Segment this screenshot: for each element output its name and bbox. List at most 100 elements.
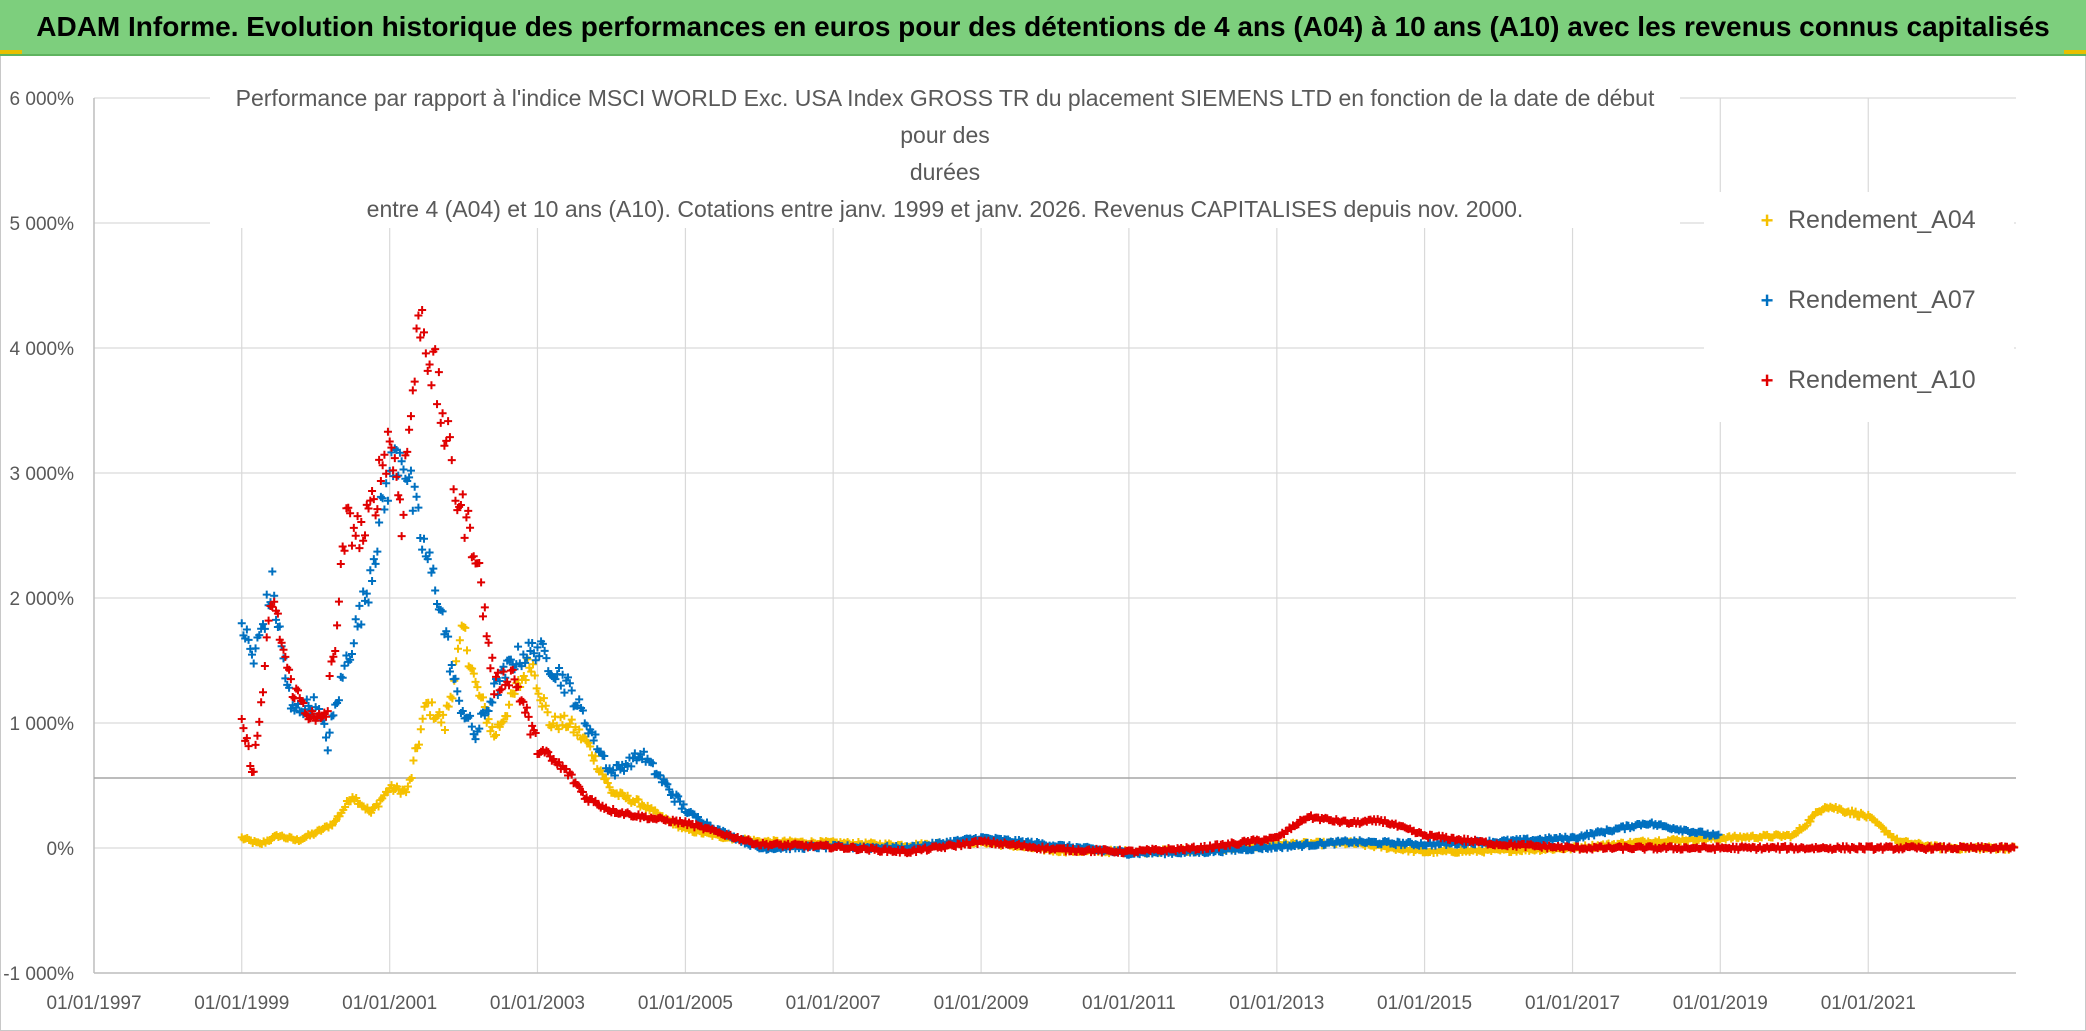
data-point [331, 816, 340, 825]
data-point [347, 541, 356, 550]
data-point [402, 788, 411, 797]
data-point [453, 644, 462, 653]
data-point [408, 506, 417, 515]
data-point [371, 511, 380, 520]
legend-item-a04: + Rendement_A04 [1756, 206, 1976, 235]
data-point [255, 631, 264, 640]
data-point [406, 412, 415, 421]
data-point [334, 597, 343, 606]
data-point [397, 532, 406, 541]
data-point [444, 417, 453, 426]
data-point [347, 649, 356, 658]
data-point [482, 632, 491, 641]
banner-accent-right [2064, 50, 2086, 54]
data-point [285, 665, 294, 674]
data-point [380, 450, 389, 459]
data-point [378, 461, 387, 470]
data-point [510, 675, 519, 684]
chart-title-line-3: entre 4 (A04) et 10 ans (A10). Cotations… [366, 196, 1524, 222]
data-point [586, 742, 595, 751]
data-point [564, 673, 573, 682]
data-point [447, 456, 456, 465]
data-point [244, 742, 253, 751]
legend-item-a07: + Rendement_A07 [1756, 286, 1976, 315]
data-point [299, 699, 308, 708]
data-point [530, 671, 539, 680]
x-tick-label: 01/01/2009 [934, 993, 1029, 1014]
data-point [255, 717, 264, 726]
data-point [385, 437, 394, 446]
data-point [322, 733, 331, 742]
data-point [323, 746, 332, 755]
data-point [244, 635, 253, 644]
data-point [554, 725, 563, 734]
series-rendement-a10 [237, 305, 2019, 858]
data-point [484, 715, 493, 724]
data-point [403, 782, 412, 791]
data-point [591, 730, 600, 739]
data-point [414, 740, 423, 749]
y-tick-label: 5 000% [10, 214, 75, 235]
data-point [405, 473, 414, 482]
y-tick-label: 3 000% [10, 464, 75, 485]
data-point [451, 496, 460, 505]
data-point [493, 668, 502, 677]
data-point [366, 566, 375, 575]
data-point [488, 653, 497, 662]
data-point [529, 660, 538, 669]
data-point [567, 770, 576, 779]
data-point [327, 657, 336, 666]
data-point [620, 766, 629, 775]
data-point [475, 724, 484, 733]
data-point [338, 542, 347, 551]
data-point [364, 504, 373, 513]
data-point [364, 598, 373, 607]
data-point [623, 791, 632, 800]
data-point [311, 716, 320, 725]
data-point [565, 679, 574, 688]
data-point [251, 740, 260, 749]
data-point [539, 694, 548, 703]
data-point [573, 731, 582, 740]
data-point [1806, 817, 1815, 826]
data-point [416, 725, 425, 734]
data-point [477, 578, 486, 587]
data-point [288, 692, 297, 701]
data-point [359, 536, 368, 545]
data-point [395, 495, 404, 504]
data-point [558, 670, 567, 679]
data-point [259, 688, 268, 697]
data-point [259, 620, 268, 629]
data-point [453, 687, 462, 696]
data-point [480, 603, 489, 612]
x-tick-label: 01/01/2001 [342, 993, 437, 1014]
data-point [419, 534, 428, 543]
data-point [567, 715, 576, 724]
data-point [449, 485, 458, 494]
data-point [367, 808, 376, 817]
data-point [438, 409, 447, 418]
data-point [478, 693, 487, 702]
data-point [369, 555, 378, 564]
data-point [541, 701, 550, 710]
data-point [277, 638, 286, 647]
data-point [285, 683, 294, 692]
data-point [260, 661, 269, 670]
x-tick-label: 01/01/2021 [1821, 993, 1916, 1014]
data-point [466, 711, 475, 720]
data-point [458, 490, 467, 499]
data-point [382, 469, 391, 478]
data-point [418, 714, 427, 723]
data-point [542, 654, 551, 663]
data-point [1851, 807, 1860, 816]
data-point [268, 567, 277, 576]
data-point [471, 677, 480, 686]
data-point [414, 311, 423, 320]
data-point [387, 443, 396, 452]
legend-marker-a07: + [1760, 287, 1774, 313]
data-point [551, 675, 560, 684]
banner-accent-left [0, 50, 22, 54]
legend-marker-a10: + [1760, 367, 1774, 393]
data-point [578, 787, 587, 796]
